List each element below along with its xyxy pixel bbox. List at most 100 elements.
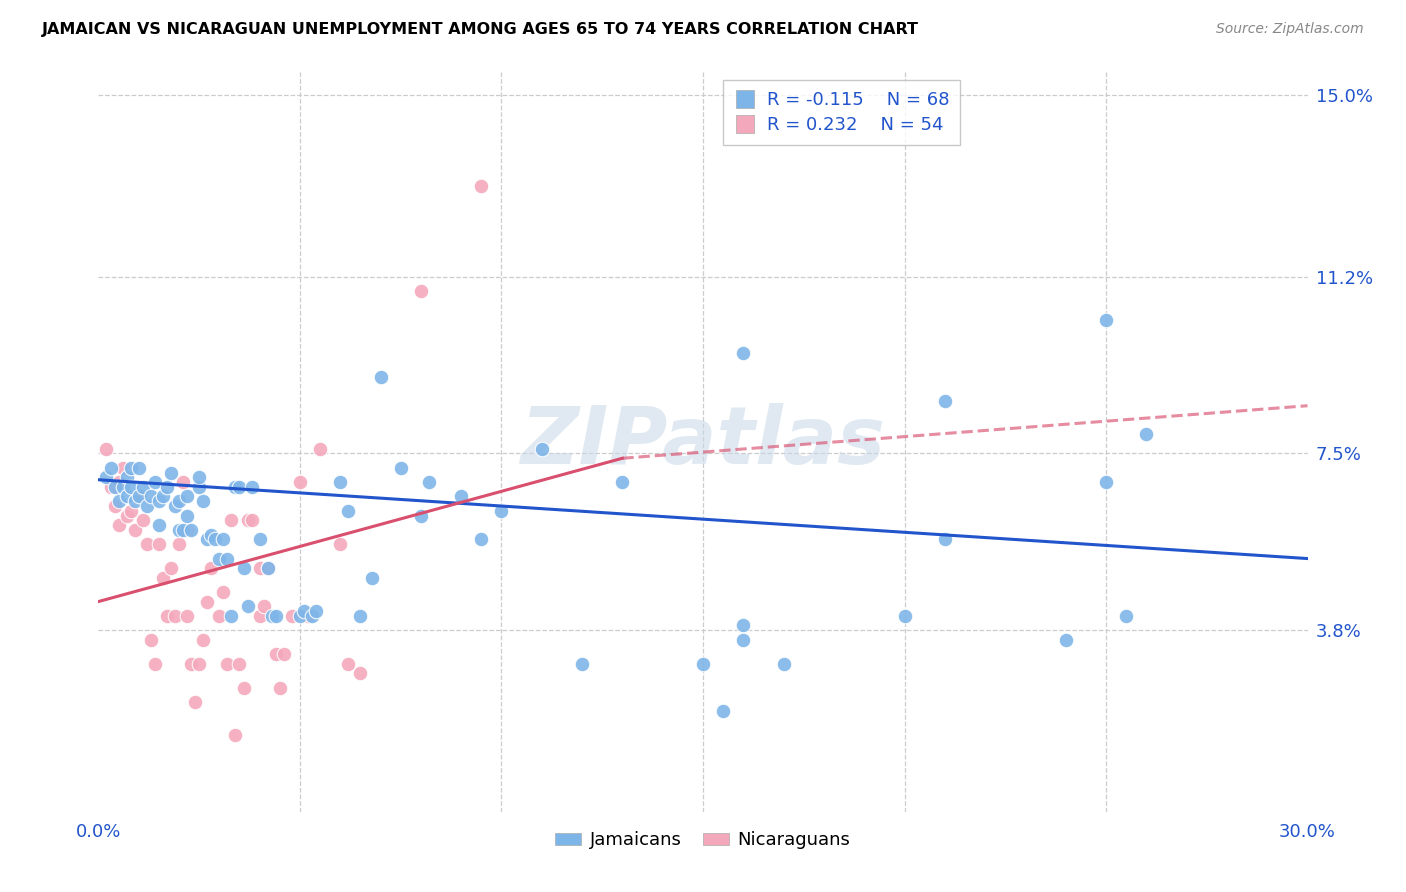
Point <box>96 442 118 456</box>
Point <box>236 513 259 527</box>
Point <box>389 460 412 475</box>
Point <box>217 551 239 566</box>
Point <box>711 705 734 719</box>
Point <box>288 608 311 623</box>
Point <box>148 518 170 533</box>
Point <box>232 561 254 575</box>
Point <box>156 608 179 623</box>
Point <box>124 494 146 508</box>
Point <box>571 657 593 671</box>
Point <box>361 571 384 585</box>
Point <box>349 608 371 623</box>
Point <box>491 504 513 518</box>
Text: ZIPatlas: ZIPatlas <box>520 402 886 481</box>
Point <box>329 475 352 490</box>
Point <box>221 608 243 623</box>
Point <box>240 513 263 527</box>
Point <box>128 460 150 475</box>
Point <box>301 608 323 623</box>
Point <box>100 460 122 475</box>
Point <box>612 475 634 490</box>
Point <box>167 537 190 551</box>
Point <box>200 561 222 575</box>
Point <box>107 475 129 490</box>
Point <box>273 647 295 661</box>
Point <box>772 657 794 671</box>
Point <box>260 608 283 623</box>
Point <box>409 508 432 523</box>
Point <box>470 179 492 194</box>
Point <box>172 475 194 490</box>
Point <box>107 518 129 533</box>
Point <box>893 608 915 623</box>
Point <box>934 393 956 408</box>
Point <box>96 470 118 484</box>
Point <box>269 681 291 695</box>
Point <box>176 508 198 523</box>
Point <box>115 490 138 504</box>
Point <box>224 728 246 742</box>
Point <box>160 466 183 480</box>
Point <box>288 475 311 490</box>
Point <box>176 490 198 504</box>
Point <box>124 523 146 537</box>
Point <box>139 632 162 647</box>
Point <box>167 523 190 537</box>
Y-axis label: Unemployment Among Ages 65 to 74 years: Unemployment Among Ages 65 to 74 years <box>0 260 8 624</box>
Point <box>100 480 122 494</box>
Point <box>152 571 174 585</box>
Point <box>163 608 186 623</box>
Point <box>103 480 125 494</box>
Point <box>184 695 207 709</box>
Point <box>305 604 328 618</box>
Point <box>188 657 211 671</box>
Point <box>128 490 150 504</box>
Point <box>176 608 198 623</box>
Text: Source: ZipAtlas.com: Source: ZipAtlas.com <box>1216 22 1364 37</box>
Point <box>253 599 276 614</box>
Point <box>172 523 194 537</box>
Point <box>256 561 278 575</box>
Point <box>135 499 157 513</box>
Point <box>120 504 142 518</box>
Point <box>204 533 226 547</box>
Point <box>281 608 304 623</box>
Point <box>143 475 166 490</box>
Point <box>208 551 231 566</box>
Point <box>256 561 278 575</box>
Point <box>450 490 472 504</box>
Point <box>337 504 360 518</box>
Point <box>733 346 755 360</box>
Point <box>1115 608 1137 623</box>
Point <box>167 494 190 508</box>
Point <box>180 657 202 671</box>
Point <box>143 657 166 671</box>
Point <box>309 442 332 456</box>
Point <box>120 460 142 475</box>
Point <box>115 470 138 484</box>
Point <box>249 533 271 547</box>
Point <box>349 666 371 681</box>
Point <box>370 370 392 384</box>
Point <box>132 513 155 527</box>
Point <box>264 647 287 661</box>
Point <box>934 533 956 547</box>
Point <box>733 618 755 632</box>
Point <box>733 632 755 647</box>
Point <box>212 585 235 599</box>
Point <box>195 594 218 608</box>
Point <box>195 533 218 547</box>
Point <box>103 499 125 513</box>
Point <box>193 632 215 647</box>
Point <box>221 513 243 527</box>
Point <box>107 494 129 508</box>
Point <box>1054 632 1077 647</box>
Point <box>236 599 259 614</box>
Point <box>139 490 162 504</box>
Point <box>418 475 440 490</box>
Point <box>180 523 202 537</box>
Text: JAMAICAN VS NICARAGUAN UNEMPLOYMENT AMONG AGES 65 TO 74 YEARS CORRELATION CHART: JAMAICAN VS NICARAGUAN UNEMPLOYMENT AMON… <box>42 22 920 37</box>
Point <box>470 533 492 547</box>
Point <box>337 657 360 671</box>
Point <box>111 480 134 494</box>
